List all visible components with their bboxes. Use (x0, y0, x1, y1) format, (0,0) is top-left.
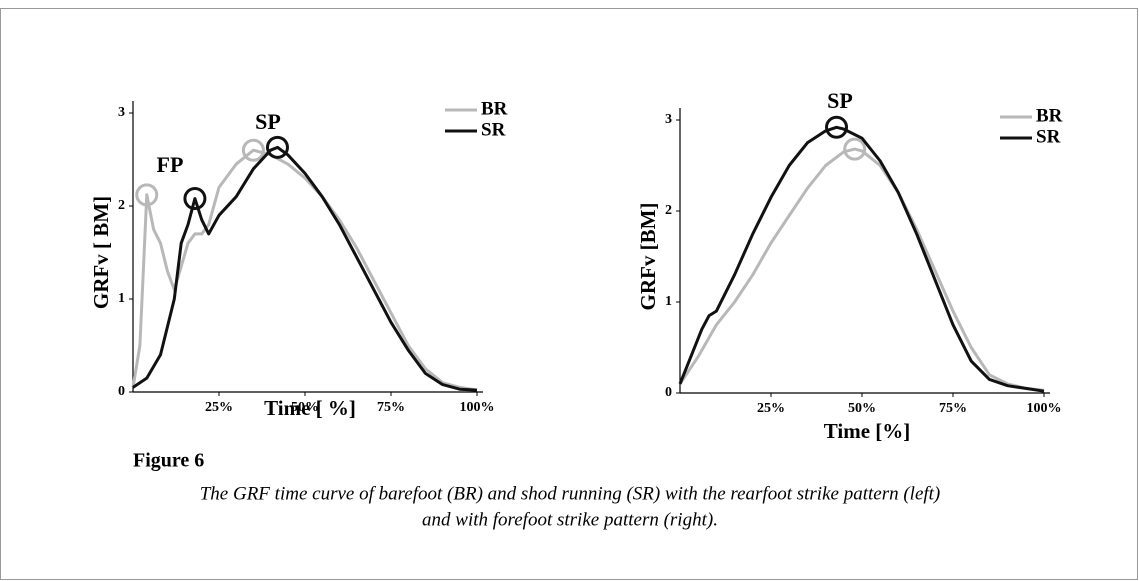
y-tick-label: 1 (118, 291, 125, 306)
peak-circle (843, 137, 867, 161)
y-tick-label: 2 (118, 198, 125, 213)
legend-label: SR (481, 119, 506, 140)
x-tick-label: 25% (205, 400, 233, 415)
peak-circle (241, 138, 265, 162)
x-tick-label: 75% (377, 400, 405, 415)
x-tick-label: 100% (1027, 401, 1062, 416)
y-tick-label: 1 (665, 294, 672, 309)
annotation: FP (157, 152, 184, 177)
y-tick-label: 0 (665, 385, 672, 400)
y-tick-label: 3 (665, 112, 672, 127)
series-line (678, 147, 1045, 392)
series-line (132, 145, 478, 392)
y-axis-label: GRFv [ BM] (89, 196, 113, 309)
x-tick-label: 50% (848, 401, 876, 416)
y-axis-label: GRFv [BM] (636, 203, 660, 311)
peak-circle (265, 135, 289, 159)
annotation: SP (255, 109, 281, 134)
frame (0, 8, 1138, 580)
legend-label: BR (1036, 105, 1063, 126)
peak-circle (183, 187, 207, 211)
legend-label: SR (1036, 126, 1061, 147)
x-tick-label: 50% (291, 400, 319, 415)
caption: and with forefoot strike pattern (right)… (422, 509, 718, 530)
x-tick-label: 25% (757, 401, 785, 416)
x-axis-label: Time [%] (824, 419, 911, 443)
series-line (678, 125, 1045, 393)
y-tick-label: 2 (665, 203, 672, 218)
caption: The GRF time curve of barefoot (BR) and … (200, 483, 941, 504)
x-tick-label: 100% (460, 400, 495, 415)
y-tick-label: 0 (118, 384, 125, 399)
annotation: SP (827, 88, 853, 113)
y-tick-label: 3 (118, 105, 125, 120)
x-axis-label: Time [ %] (264, 396, 356, 420)
figure-label: Figure 6 (133, 450, 204, 472)
x-tick-label: 75% (939, 401, 967, 416)
peak-circle (825, 115, 849, 139)
peak-circle (135, 183, 159, 207)
legend-label: BR (481, 98, 508, 119)
